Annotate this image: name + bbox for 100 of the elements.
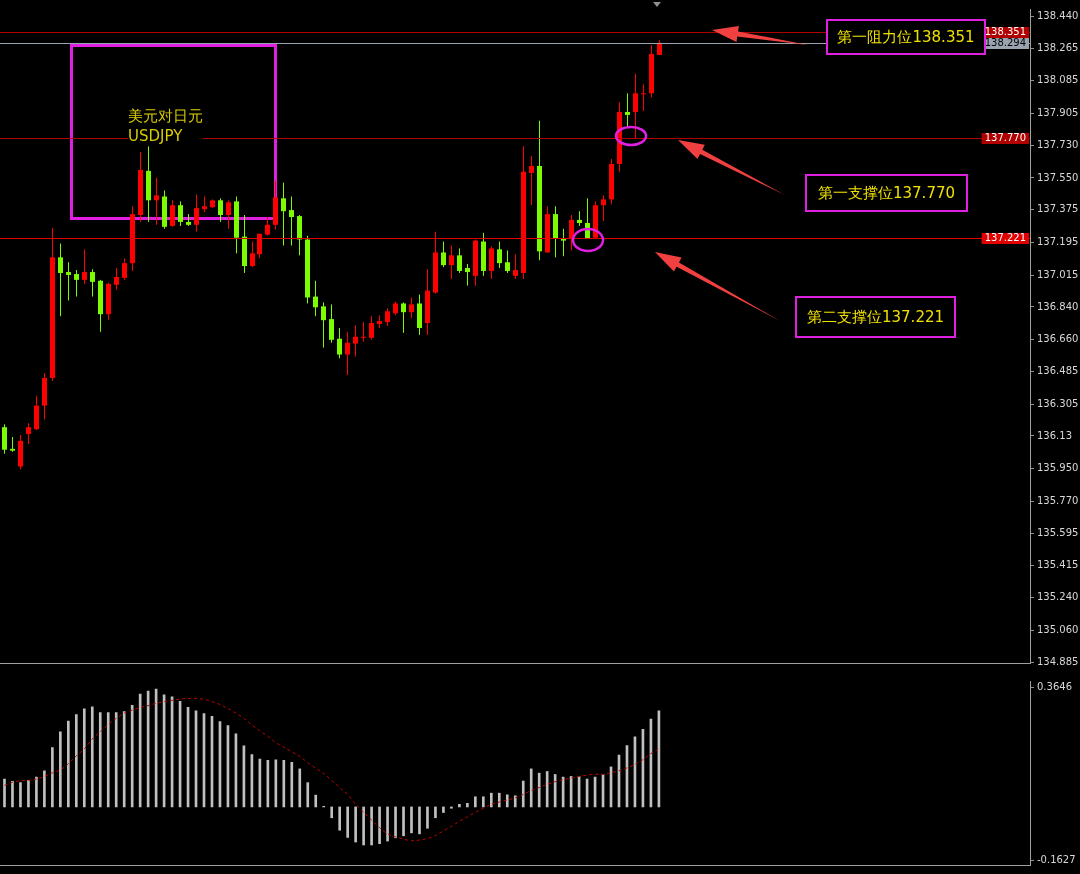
candlestick xyxy=(265,216,270,237)
bar xyxy=(362,806,365,846)
bar xyxy=(418,806,421,835)
candlestick xyxy=(218,197,223,223)
bar xyxy=(51,747,54,808)
ref-line-label: 138.294 xyxy=(984,37,1026,49)
bar xyxy=(330,806,334,819)
candlestick xyxy=(289,195,294,247)
candlestick xyxy=(529,155,534,206)
y-tick-label: 137.905 xyxy=(1037,107,1079,119)
candlestick xyxy=(489,245,494,280)
candlestick xyxy=(505,249,510,274)
y-tick-label: 138.265 xyxy=(1037,41,1079,53)
bar xyxy=(545,771,549,808)
y-tick-label: 137.730 xyxy=(1037,138,1079,150)
text: USDJPY xyxy=(128,126,184,146)
candlestick xyxy=(441,241,446,268)
y-tick-label: 136.485 xyxy=(1037,365,1079,377)
candlestick xyxy=(178,200,183,227)
bar xyxy=(474,796,477,808)
bar xyxy=(306,782,310,808)
bar xyxy=(386,806,389,842)
bar xyxy=(298,768,302,808)
y-tick-label: 135.595 xyxy=(1037,526,1079,538)
y-tick-label: 134.885 xyxy=(1037,655,1079,667)
bar xyxy=(43,770,46,808)
bar xyxy=(378,806,381,845)
candlestick xyxy=(561,228,566,257)
candlestick xyxy=(2,423,7,455)
y-tick-label: 136.840 xyxy=(1037,300,1079,312)
bar xyxy=(537,772,541,808)
candlestick xyxy=(257,233,262,259)
bar xyxy=(82,708,86,808)
y-tick-label: 137.015 xyxy=(1037,268,1079,280)
y-tick-label: 136.305 xyxy=(1037,397,1079,409)
candlestick xyxy=(114,267,119,291)
candlestick xyxy=(497,241,502,269)
candlestick xyxy=(353,324,358,358)
y-tick-label: 138.440 xyxy=(1037,9,1079,21)
bar xyxy=(394,806,397,839)
text: 美元对日元 xyxy=(128,106,203,126)
candlestick xyxy=(281,182,286,247)
bar xyxy=(90,706,94,808)
bar xyxy=(529,768,533,808)
candlestick xyxy=(625,92,630,129)
bar xyxy=(346,806,349,838)
bar xyxy=(11,781,14,808)
candlestick xyxy=(90,268,95,298)
candlestick xyxy=(457,247,462,274)
bar xyxy=(122,711,126,808)
bar xyxy=(130,704,134,808)
bar xyxy=(98,712,102,808)
y-tick-label: 0.3646 xyxy=(1037,680,1072,692)
bar xyxy=(19,782,22,808)
candlestick xyxy=(369,315,374,341)
y-tick-label: 137.550 xyxy=(1037,171,1079,183)
candlestick xyxy=(513,253,518,280)
candlestick xyxy=(345,331,350,376)
candlestick xyxy=(82,248,87,285)
y-tick-label: 136.13 xyxy=(1037,429,1072,441)
annotation: 第二支撑位137.221 xyxy=(795,296,956,338)
candlestick xyxy=(321,301,326,349)
candlestick xyxy=(361,321,366,343)
annotation: 第一支撑位137.770 xyxy=(805,174,968,212)
y-tick-label: 135.415 xyxy=(1037,559,1079,571)
bar xyxy=(27,780,30,808)
candlestick xyxy=(641,83,646,112)
candlestick xyxy=(154,177,159,226)
bar xyxy=(505,794,509,808)
y-tick-label: 135.060 xyxy=(1037,623,1079,635)
bar xyxy=(35,776,38,808)
candlestick xyxy=(337,327,342,359)
candlestick xyxy=(26,422,31,445)
y-tick-label: -0.1627 xyxy=(1037,853,1076,865)
bar xyxy=(338,806,342,831)
candlestick xyxy=(170,199,175,228)
candlestick xyxy=(409,296,414,319)
ref-line-label: 137.221 xyxy=(984,232,1026,244)
y-tick-label: 135.770 xyxy=(1037,494,1079,506)
annotation: 第一阻力位138.351 xyxy=(826,19,986,55)
bar xyxy=(489,792,493,808)
candlestick xyxy=(226,199,231,230)
candlestick xyxy=(34,395,39,431)
bar xyxy=(521,780,525,808)
bar xyxy=(458,803,461,808)
bar xyxy=(354,806,357,843)
bar xyxy=(402,806,405,837)
candlestick xyxy=(66,261,71,301)
bar xyxy=(482,796,485,808)
candlestick xyxy=(465,263,470,287)
y-tick-label: 135.950 xyxy=(1037,462,1079,474)
bar xyxy=(74,714,78,808)
candlestick xyxy=(601,194,606,222)
candlestick xyxy=(633,73,638,140)
bar xyxy=(410,806,413,834)
y-tick-label: 137.195 xyxy=(1037,236,1079,248)
bar xyxy=(434,806,437,819)
bar xyxy=(290,762,294,808)
bar xyxy=(370,806,373,846)
candlestick xyxy=(401,301,406,334)
